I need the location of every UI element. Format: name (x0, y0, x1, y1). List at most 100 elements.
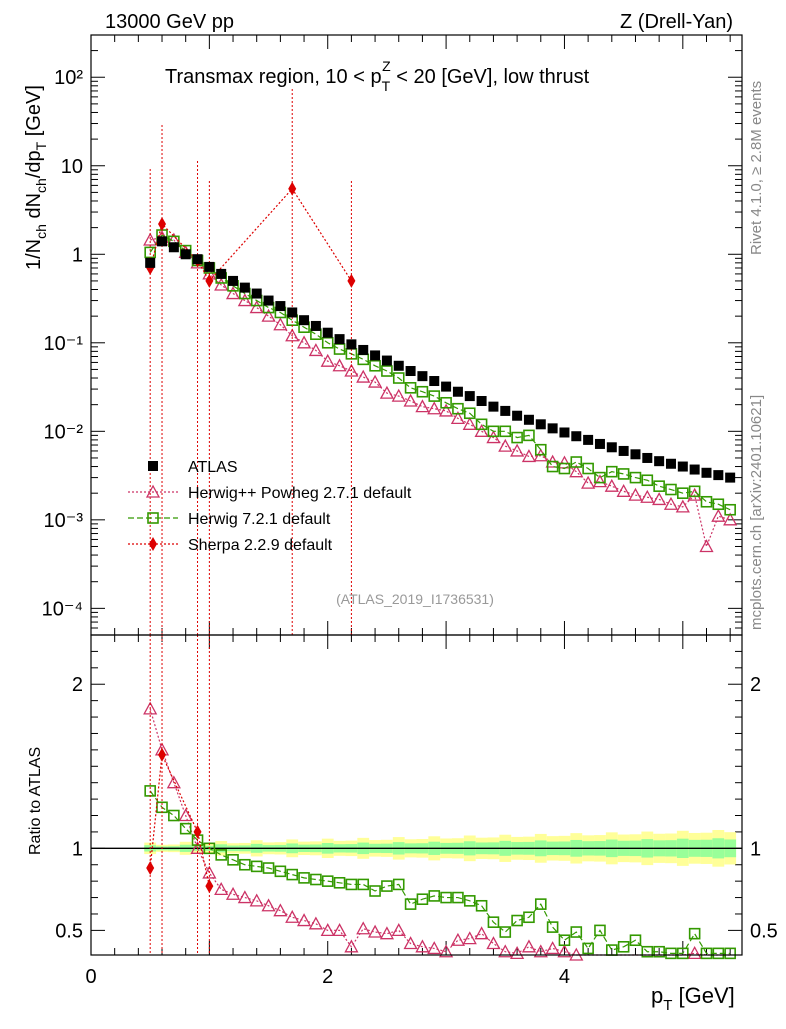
process-label: Z (Drell-Yan) (620, 11, 733, 33)
ratio-point (381, 880, 393, 892)
ratio-point (687, 946, 702, 960)
legend-label: Sherpa 2.2.9 default (188, 537, 333, 554)
data-point (440, 396, 452, 409)
y-tick-label-right: 1 (750, 838, 761, 860)
ratio-point (641, 945, 654, 958)
data-point (476, 396, 487, 407)
ratio-point (463, 895, 476, 907)
data-point (547, 423, 558, 434)
ratio-point (557, 944, 572, 958)
data-point (204, 261, 215, 272)
data-point (675, 499, 690, 513)
ratio-point (379, 926, 395, 940)
ratio-point (146, 861, 155, 876)
data-point (500, 405, 511, 416)
ratio-point (521, 939, 537, 953)
ratio-point (179, 822, 192, 835)
data-point (677, 487, 689, 499)
data-point (347, 273, 356, 288)
data-point (712, 498, 725, 511)
data-point (288, 181, 297, 196)
data-point (333, 343, 346, 355)
y-tick-label: 10 (61, 156, 83, 178)
data-point (346, 339, 357, 350)
data-point (263, 295, 274, 306)
data-point (370, 350, 381, 361)
ratio-point (298, 872, 310, 884)
ratio-point (534, 898, 547, 910)
data-point (604, 478, 619, 492)
mcplots-label: mcplots.cern.ch [arXiv:2401.10621] (748, 395, 765, 630)
ratio-point (214, 882, 229, 896)
data-point (521, 449, 537, 463)
data-point (381, 355, 392, 366)
ratio-point (225, 886, 241, 900)
data-point (571, 431, 582, 442)
data-point (287, 307, 298, 318)
data-point (605, 465, 618, 478)
ratio-point (285, 909, 300, 923)
data-point (321, 336, 334, 349)
data-point (594, 471, 606, 484)
ratio-point (367, 924, 383, 938)
data-point (582, 462, 594, 475)
ratio-point (582, 942, 594, 955)
ratio-point (570, 926, 583, 938)
data-point (251, 288, 262, 299)
ratio-point (250, 860, 263, 873)
ratio-point (403, 936, 418, 950)
ratio-point (653, 945, 665, 958)
data-point (663, 496, 679, 510)
analysis-id: (ATLAS_2019_I1736531) (336, 591, 494, 607)
data-point (511, 431, 523, 444)
data-point (180, 249, 191, 260)
data-point (523, 429, 535, 442)
y-tick-label: 1 (72, 244, 83, 266)
data-point (158, 216, 167, 231)
data-point (570, 456, 583, 468)
data-point (205, 273, 214, 288)
ratio-point (594, 924, 606, 937)
data-point (261, 308, 276, 322)
data-point (239, 282, 250, 293)
data-point (535, 419, 546, 430)
data-point (498, 438, 513, 452)
y-tick-label-right: 0.5 (750, 920, 778, 942)
series-line (150, 236, 731, 549)
ratio-point (558, 934, 571, 947)
ratio-point (333, 876, 346, 889)
ratio-point (274, 865, 287, 878)
data-point (450, 411, 466, 425)
data-point (463, 407, 476, 420)
data-point (216, 268, 227, 279)
data-point (558, 462, 571, 475)
ratio-point (665, 947, 677, 960)
ratio-point (143, 701, 158, 715)
legend-label: ATLAS (188, 459, 238, 476)
data-point (618, 445, 629, 456)
ratio-point (415, 939, 430, 953)
ratio-series-line (149, 752, 210, 887)
data-point (594, 438, 605, 449)
data-point (296, 335, 312, 349)
data-point (653, 480, 665, 492)
data-point (429, 376, 440, 387)
legend-marker (147, 512, 159, 524)
ratio-point (510, 946, 525, 960)
x-tick-label: 4 (559, 966, 570, 988)
data-point (228, 275, 239, 286)
y-tick-label: 10⁻¹ (44, 333, 84, 355)
data-point (581, 475, 596, 489)
ratio-point (262, 862, 275, 874)
data-point (487, 425, 500, 438)
data-point (332, 358, 347, 372)
y-tick-label: 10⁻³ (44, 510, 84, 532)
data-point (606, 442, 617, 453)
ratio-point (438, 944, 454, 958)
ratio-point (546, 921, 559, 933)
ratio-point (261, 898, 276, 912)
ratio-point (712, 947, 725, 960)
ratio-point (499, 926, 512, 938)
plot-title: Transmax region, 10 < pTZ < 20 [GeV], lo… (165, 58, 590, 94)
series-line (149, 234, 731, 511)
